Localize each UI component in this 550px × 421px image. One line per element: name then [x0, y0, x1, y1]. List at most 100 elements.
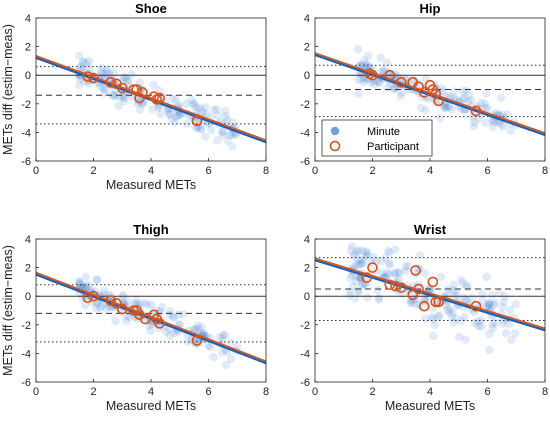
minute-point — [360, 74, 370, 83]
minute-point — [378, 66, 387, 75]
minute-point — [481, 118, 491, 128]
y-tick-label: -4 — [300, 127, 310, 139]
minute-point — [428, 315, 437, 324]
minute-point — [393, 72, 402, 81]
minute-point — [354, 89, 363, 99]
fit-line-participant — [36, 55, 266, 141]
minute-point — [199, 328, 208, 338]
minute-point — [174, 310, 183, 319]
minute-point — [214, 111, 223, 120]
x-tick-label: 0 — [312, 165, 318, 177]
minute-point — [123, 76, 132, 86]
minute-point — [473, 317, 483, 326]
minute-point — [157, 302, 167, 312]
participant-point — [430, 296, 442, 308]
y-tick-label: 4 — [25, 13, 31, 25]
minute-point — [196, 125, 206, 134]
minute-point — [109, 90, 119, 100]
minute-point — [354, 224, 362, 232]
minute-point — [415, 251, 424, 260]
minute-point — [79, 57, 88, 67]
minute-point — [456, 316, 466, 326]
minute-point — [352, 259, 361, 268]
minute-point — [394, 267, 403, 277]
minute-point — [377, 257, 386, 266]
minute-point — [80, 300, 90, 310]
y-tick-label: -2 — [300, 99, 310, 111]
minute-point — [506, 126, 515, 136]
minute-point — [346, 273, 355, 283]
plot-area — [36, 51, 266, 151]
minute-point — [461, 296, 470, 305]
minute-point — [191, 102, 200, 111]
minute-point — [351, 250, 360, 259]
minute-point — [196, 124, 206, 134]
minute-point — [421, 74, 431, 84]
fit-line-participant — [36, 271, 266, 362]
minute-point — [442, 305, 452, 315]
minute-point — [501, 329, 511, 338]
legend-participant-label: Participant — [367, 141, 419, 153]
y-tick-label: -2 — [300, 320, 310, 332]
minute-point — [354, 260, 363, 270]
minute-point — [436, 272, 446, 282]
participant-point — [116, 82, 128, 94]
minute-point — [430, 320, 439, 330]
minute-point — [223, 136, 233, 146]
minute-point — [488, 320, 497, 329]
y-tick-label: 4 — [304, 234, 310, 246]
legend-minute-label: Minute — [367, 126, 400, 138]
minute-point — [385, 258, 394, 268]
minute-point — [487, 290, 497, 299]
minute-point — [358, 258, 367, 267]
minute-point — [204, 341, 213, 351]
minute-point — [505, 306, 515, 315]
fit-line-minute — [315, 259, 545, 332]
minute-point — [92, 275, 102, 285]
minute-point — [345, 291, 354, 300]
x-tick-label: 8 — [263, 386, 269, 398]
x-tick-label: 6 — [484, 386, 490, 398]
minute-point — [96, 82, 105, 91]
minute-point — [191, 339, 201, 349]
participant-point — [137, 87, 148, 98]
participant-point — [82, 71, 94, 82]
minute-point — [171, 95, 180, 104]
plot-area — [315, 45, 545, 137]
minute-point — [452, 291, 462, 300]
minute-point — [411, 269, 420, 279]
minute-point — [175, 110, 184, 120]
minute-point — [360, 73, 369, 83]
minute-point — [381, 253, 390, 263]
minute-point — [377, 269, 387, 278]
minute-point — [474, 114, 483, 123]
minute-point — [81, 283, 90, 292]
minute-point — [466, 96, 476, 105]
minute-point — [165, 310, 174, 320]
minute-point — [382, 268, 392, 278]
minute-point — [118, 92, 127, 102]
participant-point — [384, 69, 396, 81]
participant-point — [361, 272, 373, 283]
plot-area — [36, 271, 266, 370]
legend: Minute Participant — [321, 119, 433, 157]
x-tick-label: 6 — [205, 165, 211, 177]
y-tick-label: 4 — [304, 13, 310, 25]
minute-point — [383, 246, 393, 256]
minute-point — [484, 300, 494, 309]
minute-point — [352, 247, 362, 256]
minute-point — [491, 298, 500, 307]
minute-point — [132, 295, 141, 304]
minute-point — [456, 275, 466, 284]
minute-point — [427, 312, 437, 322]
y-tick-label: -4 — [21, 127, 31, 139]
participant-point — [367, 262, 378, 273]
minute-point — [352, 277, 361, 286]
minute-point — [476, 98, 486, 108]
minute-point — [91, 303, 101, 313]
minute-point — [363, 61, 372, 71]
minute-point — [84, 56, 94, 66]
minute-point — [148, 319, 157, 329]
minute-point — [491, 318, 500, 328]
minute-point — [445, 308, 454, 317]
